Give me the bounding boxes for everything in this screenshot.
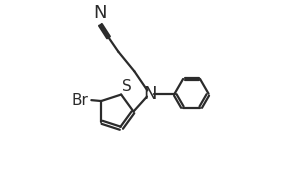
Text: S: S xyxy=(122,79,132,94)
Text: N: N xyxy=(94,4,107,22)
Text: N: N xyxy=(143,85,156,103)
Text: Br: Br xyxy=(72,93,89,108)
